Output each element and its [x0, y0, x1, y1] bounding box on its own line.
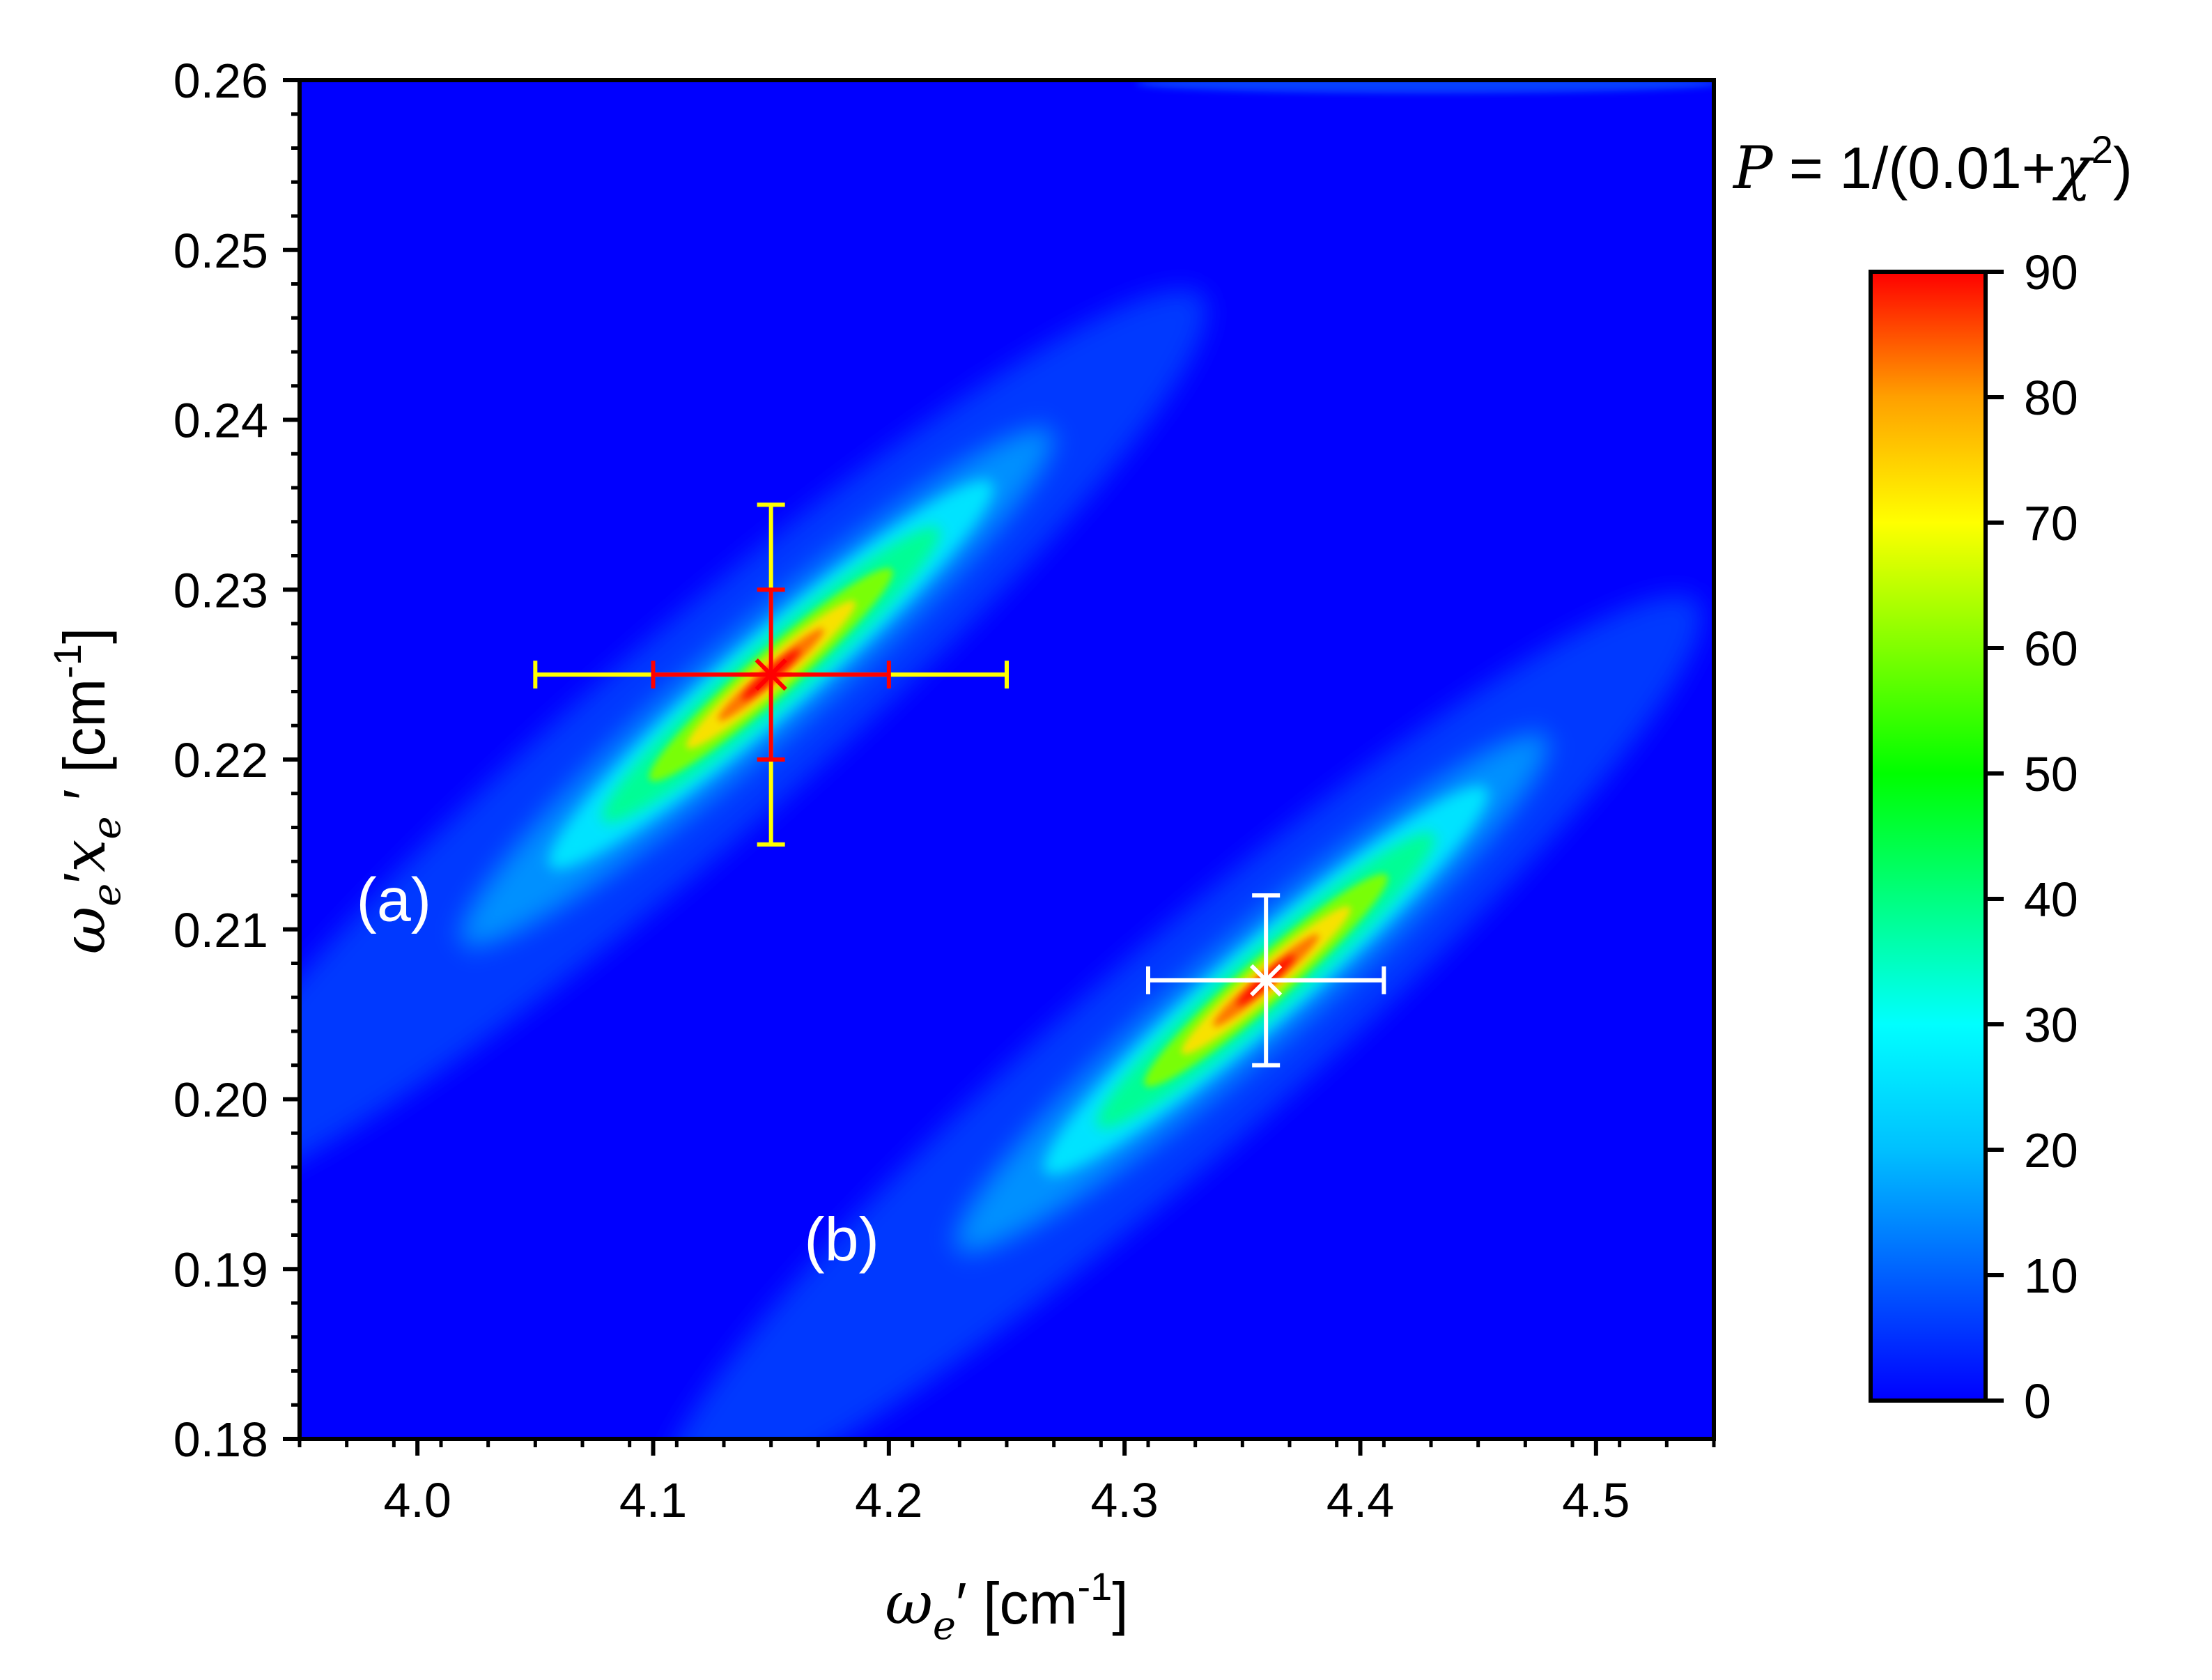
region-label-layer: (a) (b)	[357, 865, 879, 1274]
colorbar-axis: 0 10 20 30 40 50 60 70 80 90	[1986, 245, 2078, 1428]
colorbar-tick-label: 20	[2024, 1123, 2078, 1178]
colorbar-tick-label: 50	[2024, 747, 2078, 801]
x-tick-label: 4.1	[619, 1473, 687, 1527]
x-axis-title: ωe′ [cm-1]	[885, 1564, 1128, 1649]
y-tick-label: 0.23	[173, 563, 268, 617]
center-marker	[1245, 964, 1287, 996]
colorbar-tick-label: 90	[2024, 245, 2078, 300]
x-axis: 4.0 4.1 4.2 4.3 4.4 4.5	[297, 1439, 1716, 1527]
colorbar-tick-label: 40	[2024, 872, 2078, 927]
y-tick-label: 0.18	[173, 1412, 268, 1467]
region-label-a: (a)	[357, 865, 432, 934]
y-tick-label: 0.19	[173, 1242, 268, 1297]
y-tick-label: 0.21	[173, 903, 268, 957]
x-tick-label: 4.4	[1327, 1473, 1394, 1527]
colorbar-tick-label: 30	[2024, 998, 2078, 1052]
y-tick-label: 0.22	[173, 733, 268, 787]
x-tick-label: 4.2	[855, 1473, 922, 1527]
colorbar	[1869, 270, 1988, 1403]
x-tick-label: 4.5	[1562, 1473, 1630, 1527]
center-marker	[750, 658, 792, 691]
colorbar-tick-label: 10	[2024, 1249, 2078, 1303]
y-tick-label: 0.20	[173, 1073, 268, 1127]
x-tick-label: 4.0	[384, 1473, 451, 1527]
y-axis: 0.18 0.19 0.20 0.21 0.22 0.23 0.24 0.25 0.26	[173, 54, 300, 1467]
colorbar-tick-label: 60	[2024, 622, 2078, 676]
y-tick-label: 0.25	[173, 224, 268, 278]
colorbar-title: P = 1/(0.01+χ2)	[1732, 128, 2133, 202]
colorbar-tick-label: 70	[2024, 496, 2078, 550]
x-tick-label: 4.3	[1091, 1473, 1159, 1527]
y-tick-label: 0.26	[173, 54, 268, 108]
y-tick-label: 0.24	[173, 394, 268, 448]
region-label-b: (b)	[804, 1205, 879, 1274]
colorbar-tick-label: 80	[2024, 371, 2078, 425]
colorbar-tick-label: 0	[2024, 1374, 2051, 1428]
y-axis-title: ωe′xe ′ [cm-1]	[45, 628, 130, 955]
error-bar-layer	[533, 502, 1386, 1068]
heat-edge-ridge	[1136, 80, 1714, 93]
